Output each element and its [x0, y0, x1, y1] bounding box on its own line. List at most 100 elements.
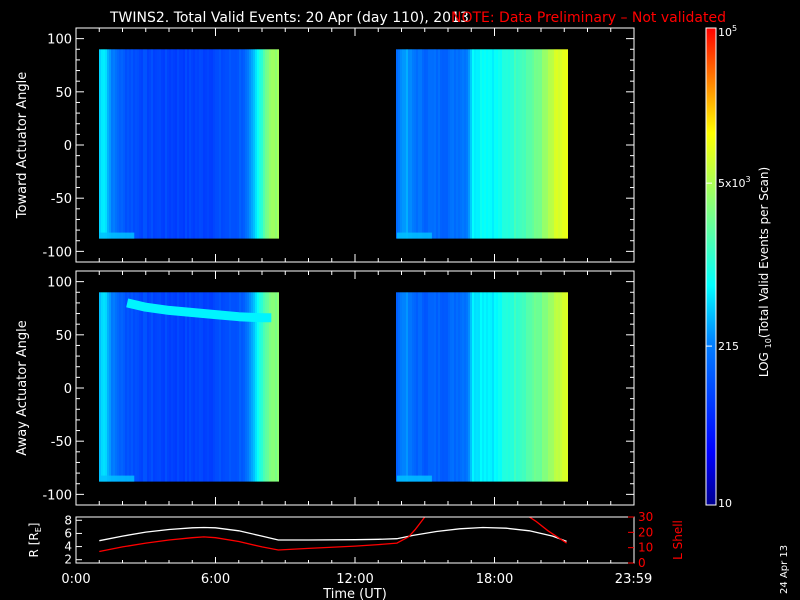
- heatmap-column: [109, 292, 111, 481]
- heatmap-column: [548, 49, 550, 238]
- heatmap-column: [548, 292, 550, 481]
- heatmap-column: [564, 49, 566, 238]
- heatmap-column: [225, 49, 227, 238]
- heatmap-column: [510, 49, 512, 238]
- heatmap-column: [183, 292, 185, 481]
- heatmap-column: [275, 292, 277, 481]
- preliminary-note: NOTE: Data Preliminary – Not validated: [451, 10, 726, 26]
- heatmap-column: [450, 49, 452, 238]
- heatmap-column: [520, 292, 522, 481]
- y-tick-label: -50: [51, 192, 72, 207]
- heatmap-column: [470, 292, 472, 481]
- heatmap-column: [514, 49, 516, 238]
- heatmap-column: [117, 49, 119, 238]
- heatmap-column: [430, 49, 432, 238]
- heatmap-column: [265, 49, 267, 238]
- heatmap-column: [151, 49, 153, 238]
- colorbar-tick-label: 105: [718, 24, 737, 39]
- heatmap-column: [442, 49, 444, 238]
- heatmap-column: [129, 292, 131, 481]
- heatmap-column: [207, 49, 209, 238]
- heatmap-column: [161, 49, 163, 238]
- heatmap-column: [546, 49, 548, 238]
- x-tick-label: 6:00: [201, 572, 230, 587]
- heatmap-column: [189, 49, 191, 238]
- heatmap-column: [486, 292, 488, 481]
- heatmap-column: [201, 292, 203, 481]
- heatmap-column: [139, 49, 141, 238]
- heatmap-column: [261, 49, 263, 238]
- y-axis-label: Away Actuator Angle: [15, 320, 30, 455]
- heatmap-column: [197, 292, 199, 481]
- heatmap-column: [131, 292, 133, 481]
- heatmap-column: [149, 49, 151, 238]
- heatmap-column: [472, 49, 474, 238]
- toward-angle-panel: 100500-50-100Toward Actuator Angle: [15, 28, 634, 262]
- heatmap-column: [530, 49, 532, 238]
- heatmap-column: [221, 292, 223, 481]
- colorbar-label-subscript: 10: [764, 338, 773, 348]
- heatmap-column: [205, 292, 207, 481]
- heatmap-column: [235, 49, 237, 238]
- heatmap-column: [454, 49, 456, 238]
- y-tick-label: 4: [64, 540, 72, 554]
- heatmap-column: [165, 292, 167, 481]
- heatmap-column: [169, 49, 171, 238]
- heatmap-column: [181, 49, 183, 238]
- heatmap-column: [269, 49, 271, 238]
- heatmap-column: [408, 49, 410, 238]
- heatmap-column: [213, 49, 215, 238]
- heatmap-column: [466, 49, 468, 238]
- heatmap-column: [416, 292, 418, 481]
- heatmap-column: [480, 292, 482, 481]
- heatmap-column: [418, 49, 420, 238]
- y-tick-label: 50: [55, 86, 72, 101]
- heatmap-column: [528, 292, 530, 481]
- heatmap-column: [143, 292, 145, 481]
- y-tick-label: 0: [64, 139, 72, 154]
- heatmap-column: [99, 292, 101, 481]
- heatmap-column: [225, 292, 227, 481]
- data-block: [396, 292, 568, 481]
- heatmap-column: [504, 292, 506, 481]
- heatmap-column: [237, 49, 239, 238]
- heatmap-column: [472, 292, 474, 481]
- heatmap-column: [412, 292, 414, 481]
- heatmap-column: [193, 292, 195, 481]
- heatmap-column: [518, 49, 520, 238]
- heatmap-column: [400, 49, 402, 238]
- heatmap-column: [147, 292, 149, 481]
- heatmap-column: [478, 49, 480, 238]
- heatmap-column: [157, 49, 159, 238]
- y-tick-label: 100: [47, 33, 72, 48]
- heatmap-column: [544, 292, 546, 481]
- heatmap-column: [131, 49, 133, 238]
- heatmap-column: [550, 292, 552, 481]
- heatmap-column: [524, 292, 526, 481]
- heatmap-column: [564, 292, 566, 481]
- heatmap-column: [267, 49, 269, 238]
- heatmap-column: [179, 49, 181, 238]
- r-distance-line: [99, 528, 566, 542]
- data-block: [396, 49, 568, 238]
- heatmap-column: [155, 49, 157, 238]
- heatmap-column: [560, 49, 562, 238]
- heatmap-column: [121, 292, 123, 481]
- heatmap-column: [512, 49, 514, 238]
- heatmap-column: [125, 292, 127, 481]
- heatmap-column: [456, 49, 458, 238]
- heatmap-column: [263, 49, 265, 238]
- heatmap-column: [173, 292, 175, 481]
- heatmap-column: [191, 292, 193, 481]
- heatmap-column: [526, 292, 528, 481]
- heatmap-column: [223, 292, 225, 481]
- heatmap-column: [442, 292, 444, 481]
- away-angle-panel: 100500-50-100Away Actuator Angle: [15, 271, 634, 505]
- y2-axis-label: L Shell: [671, 520, 685, 560]
- heatmap-column: [249, 49, 251, 238]
- y-axis-label-part: ]: [27, 523, 41, 528]
- heatmap-column: [159, 49, 161, 238]
- y-tick-label: 100: [47, 276, 72, 291]
- colorbar-tick-label: 10: [718, 497, 732, 510]
- heatmap-column: [211, 292, 213, 481]
